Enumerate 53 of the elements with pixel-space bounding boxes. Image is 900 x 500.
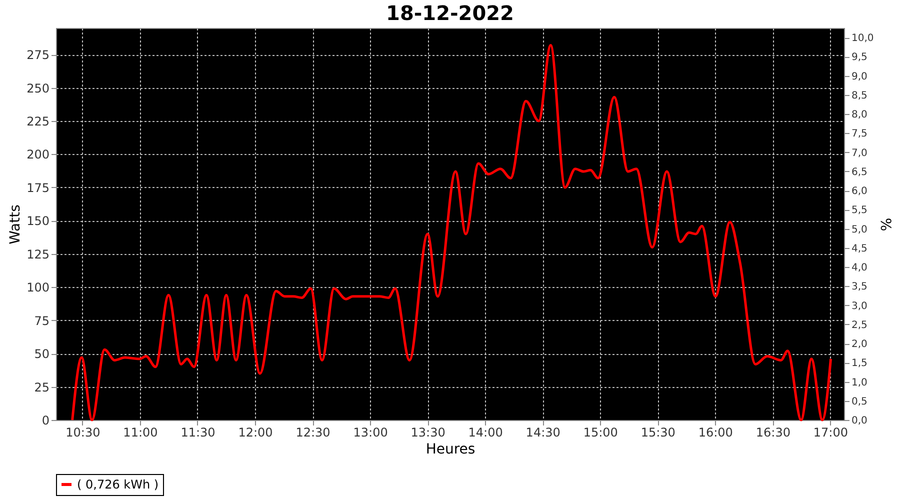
y2-tick-label: 4,5 (852, 243, 868, 254)
y-tick-label: 0 (42, 414, 50, 428)
legend-label: ( 0,726 kWh ) (77, 478, 159, 492)
y2-tick-label: 0,5 (852, 396, 868, 408)
x-tick-label: 13:30 (410, 426, 446, 440)
y-tick-label: 100 (26, 280, 50, 295)
x-tick-label: 15:30 (640, 426, 676, 440)
x-tick-label: 17:00 (813, 426, 848, 440)
y2-tick-label: 7,0 (852, 148, 868, 159)
line-series (71, 44, 832, 422)
y2-tick-label: 8,5 (852, 90, 868, 102)
x-tick-label: 14:30 (526, 426, 560, 440)
y2-tick-label: 5,0 (852, 224, 868, 236)
y2-tick-label: 10,0 (852, 33, 874, 44)
y-tick-label: 175 (26, 180, 50, 195)
x-tick-label: 15:00 (583, 426, 618, 440)
x-tick-label: 13:00 (353, 426, 388, 440)
y2-tick-label: 1,5 (852, 358, 868, 370)
y-tick-label: 150 (26, 214, 50, 228)
y2-tick-label: 6,5 (852, 166, 868, 178)
y-axis-title: Watts (8, 204, 24, 244)
y-tick-label: 25 (34, 380, 50, 394)
y-tick-label: 200 (26, 148, 50, 162)
y2-axis-title: % (876, 218, 893, 232)
y2-tick-label: 4,0 (852, 262, 868, 274)
chart-title: 18-12-2022 (386, 1, 514, 25)
y-tick-label: 75 (34, 314, 50, 328)
y2-tick-label: 7,5 (852, 128, 868, 140)
y2-tick-label: 0,0 (852, 416, 868, 426)
y2-tick-label: 6,0 (852, 186, 868, 198)
y2-tick-label: 1,0 (852, 377, 868, 388)
y-tick-label: 125 (26, 247, 50, 262)
y-tick-label: 250 (26, 81, 50, 96)
y2-tick-label: 9,5 (852, 52, 868, 64)
x-tick-label: 14:00 (468, 426, 503, 440)
y2-tick-label: 3,0 (852, 300, 868, 312)
x-tick-label: 11:00 (123, 426, 158, 440)
y2-tick-label: 2,5 (852, 320, 868, 331)
y2-tick-label: 9,0 (852, 71, 868, 82)
x-tick-label: 12:00 (238, 426, 273, 440)
x-tick-label: 16:00 (698, 426, 733, 440)
y-tick-label: 225 (26, 114, 50, 129)
y2-tick-label: 3,5 (852, 282, 868, 293)
y-tick-label: 50 (34, 347, 50, 362)
x-tick-label: 10:30 (66, 426, 100, 440)
x-tick-label: 11:30 (180, 426, 216, 440)
x-tick-label: 16:30 (756, 426, 790, 440)
y-tick-label: 275 (26, 48, 50, 62)
x-axis-title: Heures (426, 442, 476, 458)
y2-tick-label: 2,0 (852, 339, 868, 350)
x-tick-label: 12:30 (296, 426, 330, 440)
y2-tick-label: 5,5 (852, 205, 868, 216)
y2-tick-label: 8,0 (852, 110, 868, 121)
